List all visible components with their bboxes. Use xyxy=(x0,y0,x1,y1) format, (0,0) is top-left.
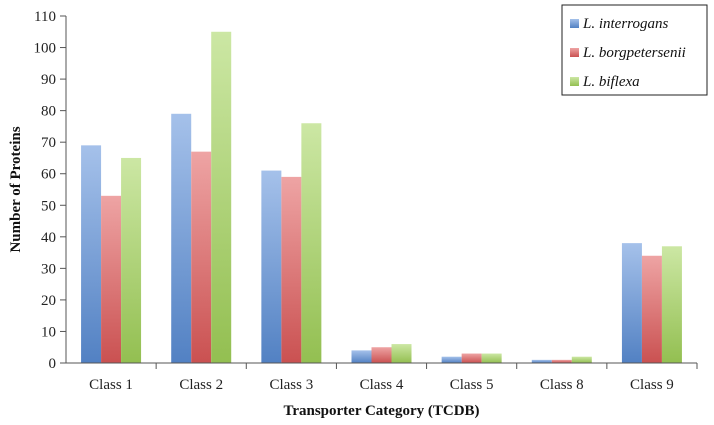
y-tick-label: 60 xyxy=(41,167,56,183)
bar-class-1-series-3 xyxy=(121,157,142,363)
bar-class-2-series-1 xyxy=(171,113,192,363)
legend-label: L. interrogans xyxy=(582,16,668,32)
bar-class-4-series-3 xyxy=(391,344,412,363)
bar-class-5-series-3 xyxy=(481,353,502,363)
legend-swatch xyxy=(570,77,579,86)
x-tick-label: Class 2 xyxy=(179,377,223,393)
legend-label: L. biflexa xyxy=(582,74,640,90)
bar-class-8-series-1 xyxy=(531,359,552,363)
bar-class-9-series-2 xyxy=(641,255,662,363)
x-tick-label: Class 1 xyxy=(89,377,133,393)
y-tick-label: 50 xyxy=(41,198,56,214)
bar-class-3-series-1 xyxy=(261,170,282,363)
legend-box xyxy=(561,4,708,96)
x-tick-label: Class 5 xyxy=(450,377,494,393)
bar-class-1-series-2 xyxy=(101,195,122,363)
y-tick-label: 70 xyxy=(41,135,56,151)
y-tick-label: 80 xyxy=(41,104,56,120)
y-tick-label: 100 xyxy=(34,41,57,57)
bar-class-1-series-1 xyxy=(81,145,102,363)
bar-class-9-series-3 xyxy=(661,246,682,363)
x-tick-label: Class 8 xyxy=(540,377,584,393)
x-tick-label: Class 4 xyxy=(360,377,404,393)
x-tick-label: Class 9 xyxy=(630,377,674,393)
y-tick-label: 0 xyxy=(49,356,57,372)
y-tick-label: 30 xyxy=(41,261,56,277)
bar-class-8-series-3 xyxy=(571,356,592,363)
legend-label: L. borgpetersenii xyxy=(582,45,686,61)
bar-class-3-series-3 xyxy=(301,123,322,363)
axes-group: Class 1 Class 2 Class 3 Class 4 Class 5 Class… xyxy=(34,9,698,393)
bar-class-2-series-3 xyxy=(211,31,232,364)
y-tick-label: 20 xyxy=(41,293,56,309)
y-tick-label: 40 xyxy=(41,230,56,246)
bar-class-9-series-1 xyxy=(621,243,642,363)
bar-class-4-series-1 xyxy=(351,350,372,363)
legend-swatch xyxy=(570,48,579,57)
y-tick-label: 90 xyxy=(41,72,56,88)
y-tick-label: 110 xyxy=(34,9,56,25)
bar-class-8-series-2 xyxy=(551,359,572,363)
y-axis-title: Number of Proteins xyxy=(8,126,24,252)
legend-swatch xyxy=(570,19,579,28)
y-tick-label: 10 xyxy=(41,324,56,340)
x-axis-title: Transporter Category (TCDB) xyxy=(283,403,479,419)
bar-class-2-series-2 xyxy=(191,151,212,363)
bar-class-3-series-2 xyxy=(281,176,302,363)
legend: L. interrogans L. borgpetersenii L. biflex… xyxy=(561,4,708,96)
bar-class-5-series-2 xyxy=(461,353,482,363)
bar-class-4-series-2 xyxy=(371,347,392,363)
bars-group xyxy=(81,31,682,364)
x-tick-label: Class 3 xyxy=(269,377,313,393)
bar-class-5-series-1 xyxy=(441,356,462,363)
